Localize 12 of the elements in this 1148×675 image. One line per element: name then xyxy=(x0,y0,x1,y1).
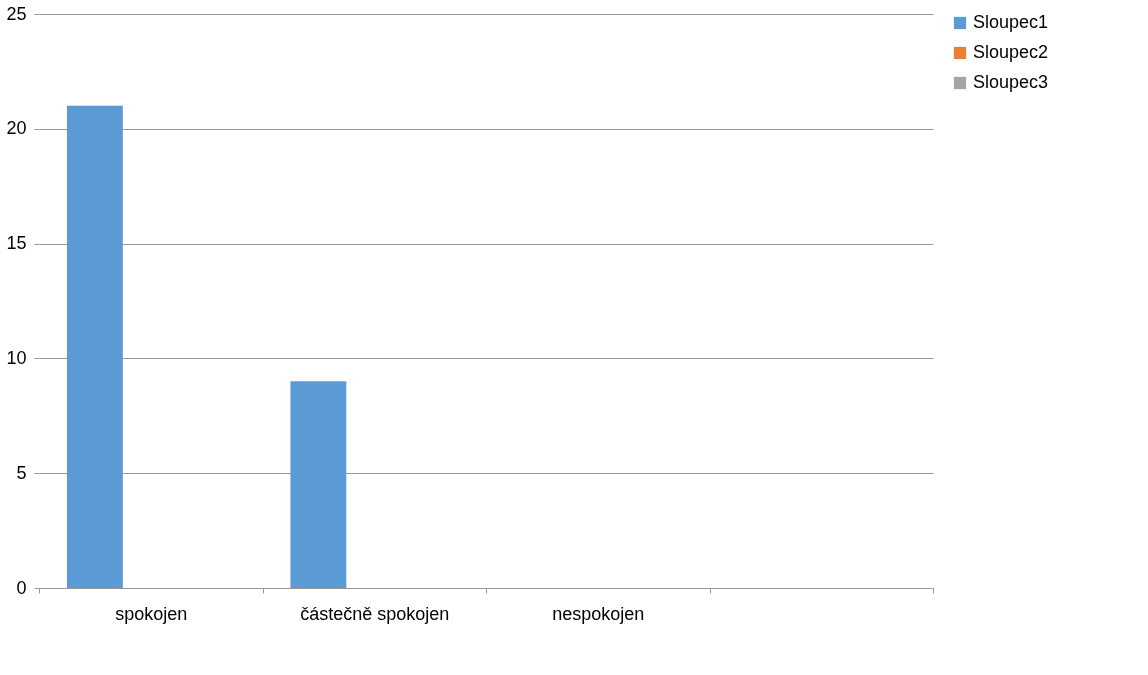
y-tick-label: 5 xyxy=(16,462,27,483)
legend-label: Sloupec3 xyxy=(973,72,1049,92)
legend-label: Sloupec2 xyxy=(973,42,1049,62)
x-tick-label: částečně spokojen xyxy=(300,603,450,624)
y-tick-label: 25 xyxy=(6,3,27,24)
x-tick-label: nespokojen xyxy=(552,603,645,624)
y-tick-label: 0 xyxy=(16,577,27,598)
y-tick-label: 15 xyxy=(6,233,27,254)
y-tick-label: 20 xyxy=(6,118,27,139)
y-tick-label: 10 xyxy=(6,347,27,368)
x-tick-label: spokojen xyxy=(115,603,188,624)
legend-label: Sloupec1 xyxy=(973,12,1049,32)
